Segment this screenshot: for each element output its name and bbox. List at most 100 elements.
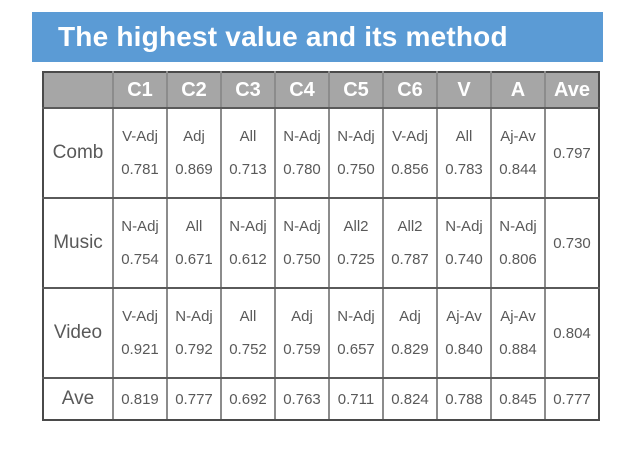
cell-video-a: Aj-Av 0.884 — [490, 287, 546, 379]
method-name: All — [185, 218, 203, 235]
cell-video-c3: All 0.752 — [220, 287, 276, 379]
method-score: 0.612 — [229, 251, 267, 268]
method-score: 0.783 — [445, 161, 483, 178]
method-name: N-Adj — [499, 218, 537, 235]
row-label-comb: Comb — [42, 107, 114, 199]
row-label-music: Music — [42, 197, 114, 289]
cell-music-c6: All2 0.787 — [382, 197, 438, 289]
method-score: 0.740 — [445, 251, 483, 268]
method-score: 0.713 — [229, 161, 267, 178]
method-score: 0.884 — [499, 341, 537, 358]
cell-comb-a: Aj-Av 0.844 — [490, 107, 546, 199]
method-name: Adj — [183, 128, 205, 145]
cell-comb-c3: All 0.713 — [220, 107, 276, 199]
cell-comb-c6: V-Adj 0.856 — [382, 107, 438, 199]
method-score: 0.787 — [391, 251, 429, 268]
cell-comb-v: All 0.783 — [436, 107, 492, 199]
cell-ave-c5: 0.711 — [328, 377, 384, 421]
slide-title-bar: The highest value and its method — [32, 12, 603, 62]
cell-video-c2: N-Adj 0.792 — [166, 287, 222, 379]
method-score: 0.792 — [175, 341, 213, 358]
cell-ave-c6: 0.824 — [382, 377, 438, 421]
col-header-c4: C4 — [274, 71, 330, 109]
method-name: Aj-Av — [500, 128, 536, 145]
cell-video-c6: Adj 0.829 — [382, 287, 438, 379]
method-name: Aj-Av — [446, 308, 482, 325]
cell-video-ave: 0.804 — [544, 287, 600, 379]
table-row-ave: Ave 0.819 0.777 0.692 0.763 0.711 0.824 … — [42, 377, 600, 421]
method-score: 0.780 — [283, 161, 321, 178]
method-name: N-Adj — [175, 308, 213, 325]
method-name: All2 — [397, 218, 423, 235]
cell-ave-c4: 0.763 — [274, 377, 330, 421]
cell-ave-c3: 0.692 — [220, 377, 276, 421]
col-header-c2: C2 — [166, 71, 222, 109]
cell-comb-ave: 0.797 — [544, 107, 600, 199]
method-score: 0.844 — [499, 161, 537, 178]
table-row-video: Video V-Adj 0.921 N-Adj 0.792 All 0.752 … — [42, 287, 600, 379]
cell-music-c3: N-Adj 0.612 — [220, 197, 276, 289]
col-header-ave: Ave — [544, 71, 600, 109]
cell-ave-ave: 0.777 — [544, 377, 600, 421]
corner-cell — [42, 71, 114, 109]
method-score: 0.829 — [391, 341, 429, 358]
table-row-comb: Comb V-Adj 0.781 Adj 0.869 All 0.713 N-A… — [42, 107, 600, 199]
slide-title: The highest value and its method — [58, 21, 508, 52]
method-score: 0.671 — [175, 251, 213, 268]
cell-ave-v: 0.788 — [436, 377, 492, 421]
method-name: N-Adj — [121, 218, 159, 235]
col-header-a: A — [490, 71, 546, 109]
col-header-c6: C6 — [382, 71, 438, 109]
method-name: N-Adj — [337, 308, 375, 325]
cell-video-c4: Adj 0.759 — [274, 287, 330, 379]
method-score: 0.759 — [283, 341, 321, 358]
method-name: All — [239, 128, 257, 145]
method-name: N-Adj — [283, 128, 321, 145]
cell-ave-c2: 0.777 — [166, 377, 222, 421]
method-score: 0.840 — [445, 341, 483, 358]
header-row: C1 C2 C3 C4 C5 C6 V A Ave — [42, 71, 600, 109]
results-table: C1 C2 C3 C4 C5 C6 V A Ave Comb V-Adj 0.7… — [42, 71, 600, 421]
col-header-v: V — [436, 71, 492, 109]
cell-music-c5: All2 0.725 — [328, 197, 384, 289]
cell-ave-c1: 0.819 — [112, 377, 168, 421]
method-score: 0.725 — [337, 251, 375, 268]
method-name: N-Adj — [337, 128, 375, 145]
method-score: 0.657 — [337, 341, 375, 358]
method-score: 0.856 — [391, 161, 429, 178]
method-score: 0.752 — [229, 341, 267, 358]
cell-comb-c2: Adj 0.869 — [166, 107, 222, 199]
cell-music-v: N-Adj 0.740 — [436, 197, 492, 289]
method-score: 0.806 — [499, 251, 537, 268]
cell-music-c1: N-Adj 0.754 — [112, 197, 168, 289]
col-header-c3: C3 — [220, 71, 276, 109]
cell-music-a: N-Adj 0.806 — [490, 197, 546, 289]
cell-music-c2: All 0.671 — [166, 197, 222, 289]
method-name: All — [455, 128, 473, 145]
cell-video-v: Aj-Av 0.840 — [436, 287, 492, 379]
row-label-video: Video — [42, 287, 114, 379]
method-name: All — [239, 308, 257, 325]
cell-ave-a: 0.845 — [490, 377, 546, 421]
table-row-music: Music N-Adj 0.754 All 0.671 N-Adj 0.612 … — [42, 197, 600, 289]
col-header-c1: C1 — [112, 71, 168, 109]
method-name: Adj — [399, 308, 421, 325]
col-header-c5: C5 — [328, 71, 384, 109]
method-name: V-Adj — [122, 308, 158, 325]
cell-comb-c5: N-Adj 0.750 — [328, 107, 384, 199]
method-name: V-Adj — [392, 128, 428, 145]
method-score: 0.750 — [337, 161, 375, 178]
cell-music-c4: N-Adj 0.750 — [274, 197, 330, 289]
method-name: N-Adj — [445, 218, 483, 235]
method-name: V-Adj — [122, 128, 158, 145]
method-name: All2 — [343, 218, 369, 235]
method-name: Aj-Av — [500, 308, 536, 325]
method-score: 0.754 — [121, 251, 159, 268]
cell-video-c5: N-Adj 0.657 — [328, 287, 384, 379]
method-score: 0.781 — [121, 161, 159, 178]
method-score: 0.921 — [121, 341, 159, 358]
method-score: 0.750 — [283, 251, 321, 268]
method-name: N-Adj — [229, 218, 267, 235]
cell-comb-c4: N-Adj 0.780 — [274, 107, 330, 199]
cell-music-ave: 0.730 — [544, 197, 600, 289]
